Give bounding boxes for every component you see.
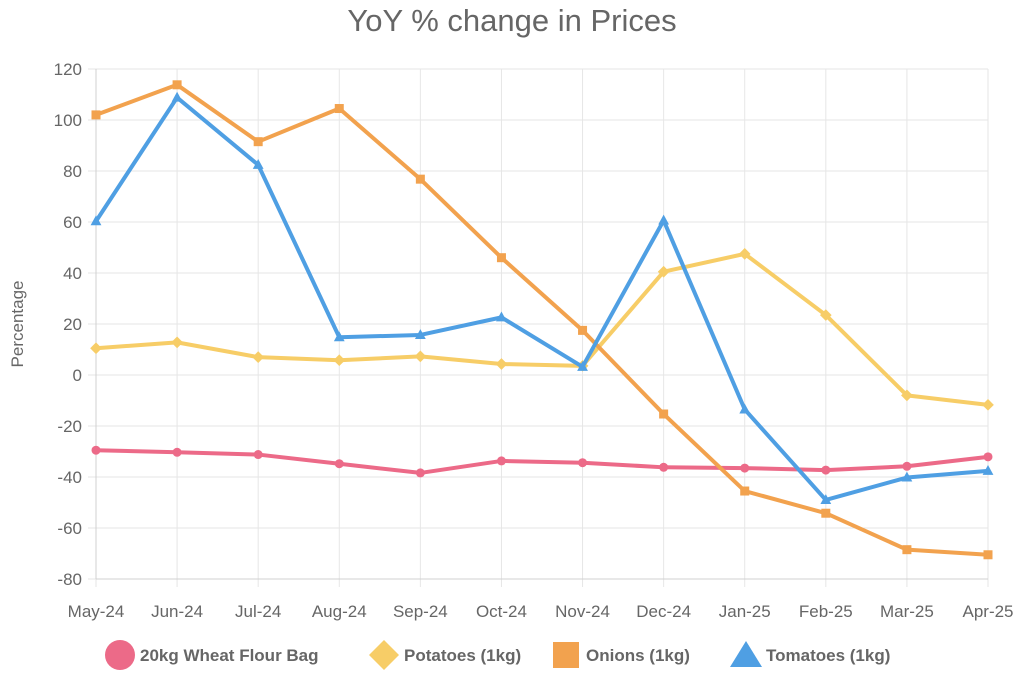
data-point[interactable] <box>91 445 101 455</box>
x-tick-label: Apr-25 <box>962 602 1013 621</box>
data-point[interactable] <box>171 336 183 349</box>
y-tick-label: -80 <box>57 570 82 589</box>
legend-item-0[interactable]: 20kg Wheat Flour Bag <box>105 640 319 670</box>
data-point[interactable] <box>90 342 102 355</box>
data-point[interactable] <box>91 110 101 120</box>
x-tick-label: Nov-24 <box>555 602 610 621</box>
y-tick-label: 20 <box>63 315 82 334</box>
data-point[interactable] <box>577 360 588 371</box>
x-tick-label: Aug-24 <box>312 602 367 621</box>
data-point[interactable] <box>659 462 669 472</box>
x-tick-label: Jul-24 <box>235 602 281 621</box>
data-point[interactable] <box>658 214 670 225</box>
x-tick-label: Sep-24 <box>393 602 448 621</box>
data-point[interactable] <box>901 471 913 482</box>
data-point[interactable] <box>496 253 506 263</box>
series-line <box>94 448 990 475</box>
data-point[interactable] <box>738 248 751 260</box>
data-point[interactable] <box>414 329 426 340</box>
y-tick-label: -60 <box>57 519 82 538</box>
legend-label: 20kg Wheat Flour Bag <box>140 646 319 665</box>
data-point[interactable] <box>415 174 425 184</box>
data-point[interactable] <box>252 351 265 363</box>
data-point[interactable] <box>495 358 508 370</box>
series-2 <box>91 80 993 560</box>
chart-title: YoY % change in Prices <box>347 3 676 38</box>
x-tick-label: Dec-24 <box>636 602 691 621</box>
data-point[interactable] <box>982 465 994 475</box>
x-tick-label: Mar-25 <box>880 602 934 621</box>
legend-item-1[interactable]: Potatoes (1kg) <box>369 640 521 670</box>
legend-marker <box>369 640 399 670</box>
y-tick-label: -20 <box>57 417 82 436</box>
series-line <box>94 82 990 557</box>
data-point[interactable] <box>819 309 832 321</box>
data-point[interactable] <box>333 354 346 367</box>
data-point[interactable] <box>821 465 831 475</box>
x-axis-ticks: May-24 Jun-24 Jul-24 Aug-24 Sep-24 Oct-24 Nov-… <box>68 602 1014 621</box>
y-tick-label: 0 <box>73 366 82 385</box>
y-axis-label: Percentage <box>8 281 27 368</box>
legend-marker <box>553 642 579 668</box>
data-point[interactable] <box>334 104 344 114</box>
series-0 <box>91 445 993 478</box>
data-point[interactable] <box>415 468 425 478</box>
y-axis-ticks: 120 100 80 60 40 20 0 -20 -40 -60 -80 <box>54 60 82 589</box>
data-point[interactable] <box>253 137 263 147</box>
data-point[interactable] <box>172 80 182 90</box>
legend-marker <box>105 640 135 670</box>
data-point[interactable] <box>820 494 832 504</box>
data-point[interactable] <box>982 398 994 411</box>
data-point[interactable] <box>172 447 182 457</box>
x-tick-label: Jan-25 <box>719 602 771 621</box>
legend-label: Onions (1kg) <box>586 646 690 665</box>
data-point[interactable] <box>740 486 750 496</box>
gridlines <box>88 68 989 587</box>
y-tick-label: 40 <box>63 264 82 283</box>
data-point[interactable] <box>659 409 669 419</box>
legend: 20kg Wheat Flour Bag Potatoes (1kg) Onions… <box>105 640 890 670</box>
legend-marker <box>730 641 762 667</box>
x-tick-label: Jun-24 <box>151 602 203 621</box>
x-tick-label: Feb-25 <box>799 602 853 621</box>
y-tick-label: -40 <box>57 468 82 487</box>
data-point[interactable] <box>496 311 507 322</box>
data-point[interactable] <box>740 463 750 473</box>
data-point[interactable] <box>901 389 913 402</box>
data-point[interactable] <box>496 456 506 466</box>
series-3 <box>90 91 994 504</box>
y-tick-label: 100 <box>54 111 82 130</box>
data-point[interactable] <box>333 331 345 342</box>
data-point[interactable] <box>334 459 344 469</box>
x-tick-label: May-24 <box>68 602 125 621</box>
data-point[interactable] <box>578 325 588 335</box>
x-tick-label: Oct-24 <box>476 602 527 621</box>
legend-item-2[interactable]: Onions (1kg) <box>553 642 690 668</box>
data-point[interactable] <box>253 450 263 460</box>
data-point[interactable] <box>983 452 993 462</box>
legend-label: Potatoes (1kg) <box>404 646 521 665</box>
data-point[interactable] <box>902 461 912 471</box>
y-tick-label: 60 <box>63 213 82 232</box>
data-point[interactable] <box>983 550 993 560</box>
y-tick-label: 120 <box>54 60 82 79</box>
series-1 <box>90 248 994 411</box>
series-lines <box>90 80 994 560</box>
data-point[interactable] <box>90 215 102 226</box>
legend-item-3[interactable]: Tomatoes (1kg) <box>730 641 890 667</box>
series-line <box>94 95 990 502</box>
series-line <box>94 251 990 407</box>
data-point[interactable] <box>739 403 751 414</box>
data-point[interactable] <box>821 508 831 518</box>
data-point[interactable] <box>657 265 670 278</box>
data-point[interactable] <box>171 91 183 102</box>
data-point[interactable] <box>578 458 588 468</box>
data-point[interactable] <box>414 350 427 363</box>
y-tick-label: 80 <box>63 162 82 181</box>
data-point[interactable] <box>902 545 912 555</box>
data-point[interactable] <box>252 159 264 169</box>
legend-label: Tomatoes (1kg) <box>766 646 890 665</box>
